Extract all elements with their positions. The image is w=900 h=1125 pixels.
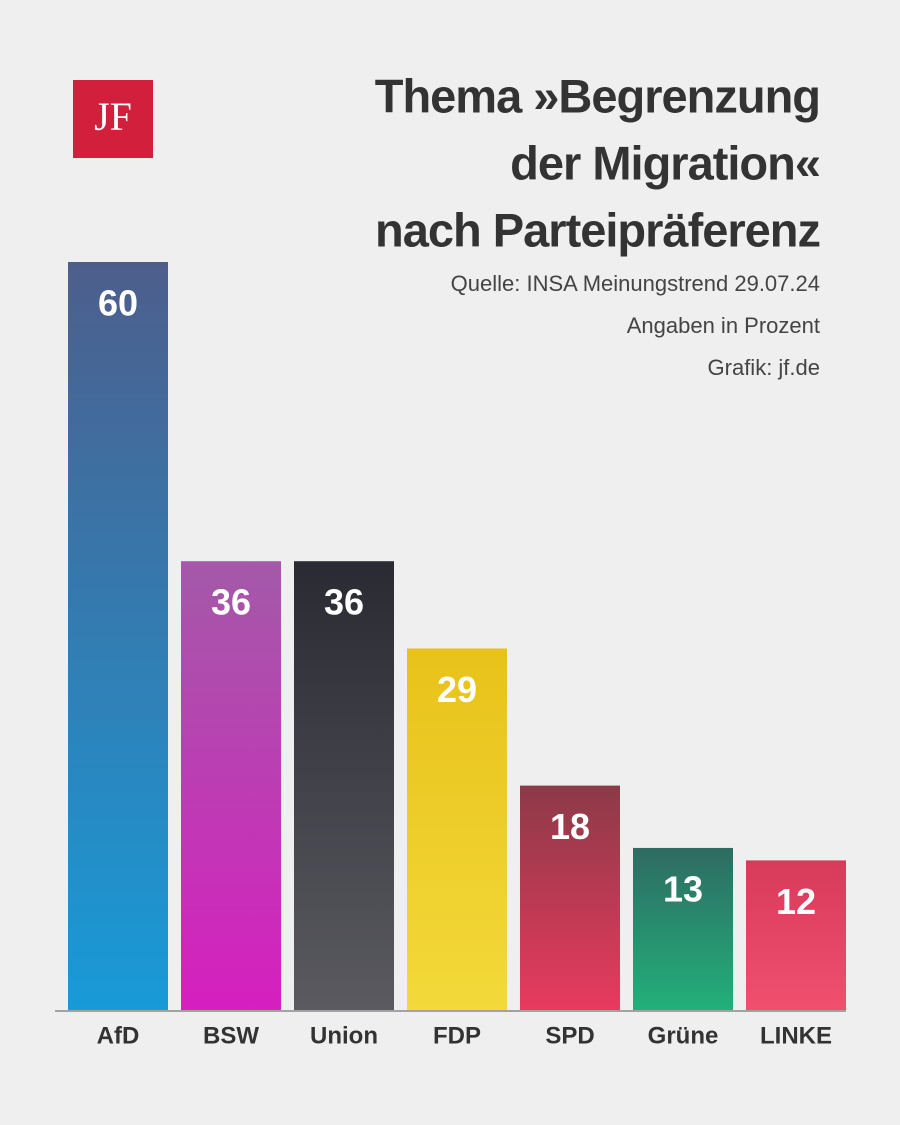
value-label: 36 (324, 582, 364, 623)
x-tick-label: LINKE (760, 1022, 832, 1049)
bar (68, 262, 168, 1010)
value-label: 12 (776, 881, 816, 922)
x-tick-label: Union (310, 1022, 378, 1049)
x-tick-label: Grüne (648, 1022, 719, 1049)
chart-title: nach Parteipräferenz (375, 203, 820, 256)
value-label: 36 (211, 582, 251, 623)
value-label: 29 (437, 669, 477, 710)
chart-title: Thema »Begrenzung (375, 69, 820, 122)
logo: JF (94, 94, 132, 139)
x-tick-label: FDP (433, 1022, 481, 1049)
value-label: 60 (98, 283, 138, 324)
source-note: Quelle: INSA Meinungstrend 29.07.24 (451, 271, 820, 296)
bar (181, 561, 281, 1010)
bar (407, 648, 507, 1010)
bar (746, 860, 846, 1010)
bar (633, 847, 733, 1010)
value-label: 13 (663, 868, 703, 909)
chart-title: der Migration« (510, 136, 820, 189)
x-tick-label: BSW (203, 1022, 259, 1049)
x-tick-label: SPD (545, 1022, 594, 1049)
source-note: Angaben in Prozent (627, 313, 820, 338)
bar (520, 785, 620, 1010)
bar (294, 561, 394, 1010)
logo-box (73, 80, 153, 158)
x-tick-label: AfD (97, 1022, 140, 1049)
source-note: Grafik: jf.de (708, 355, 820, 380)
value-label: 18 (550, 806, 590, 847)
